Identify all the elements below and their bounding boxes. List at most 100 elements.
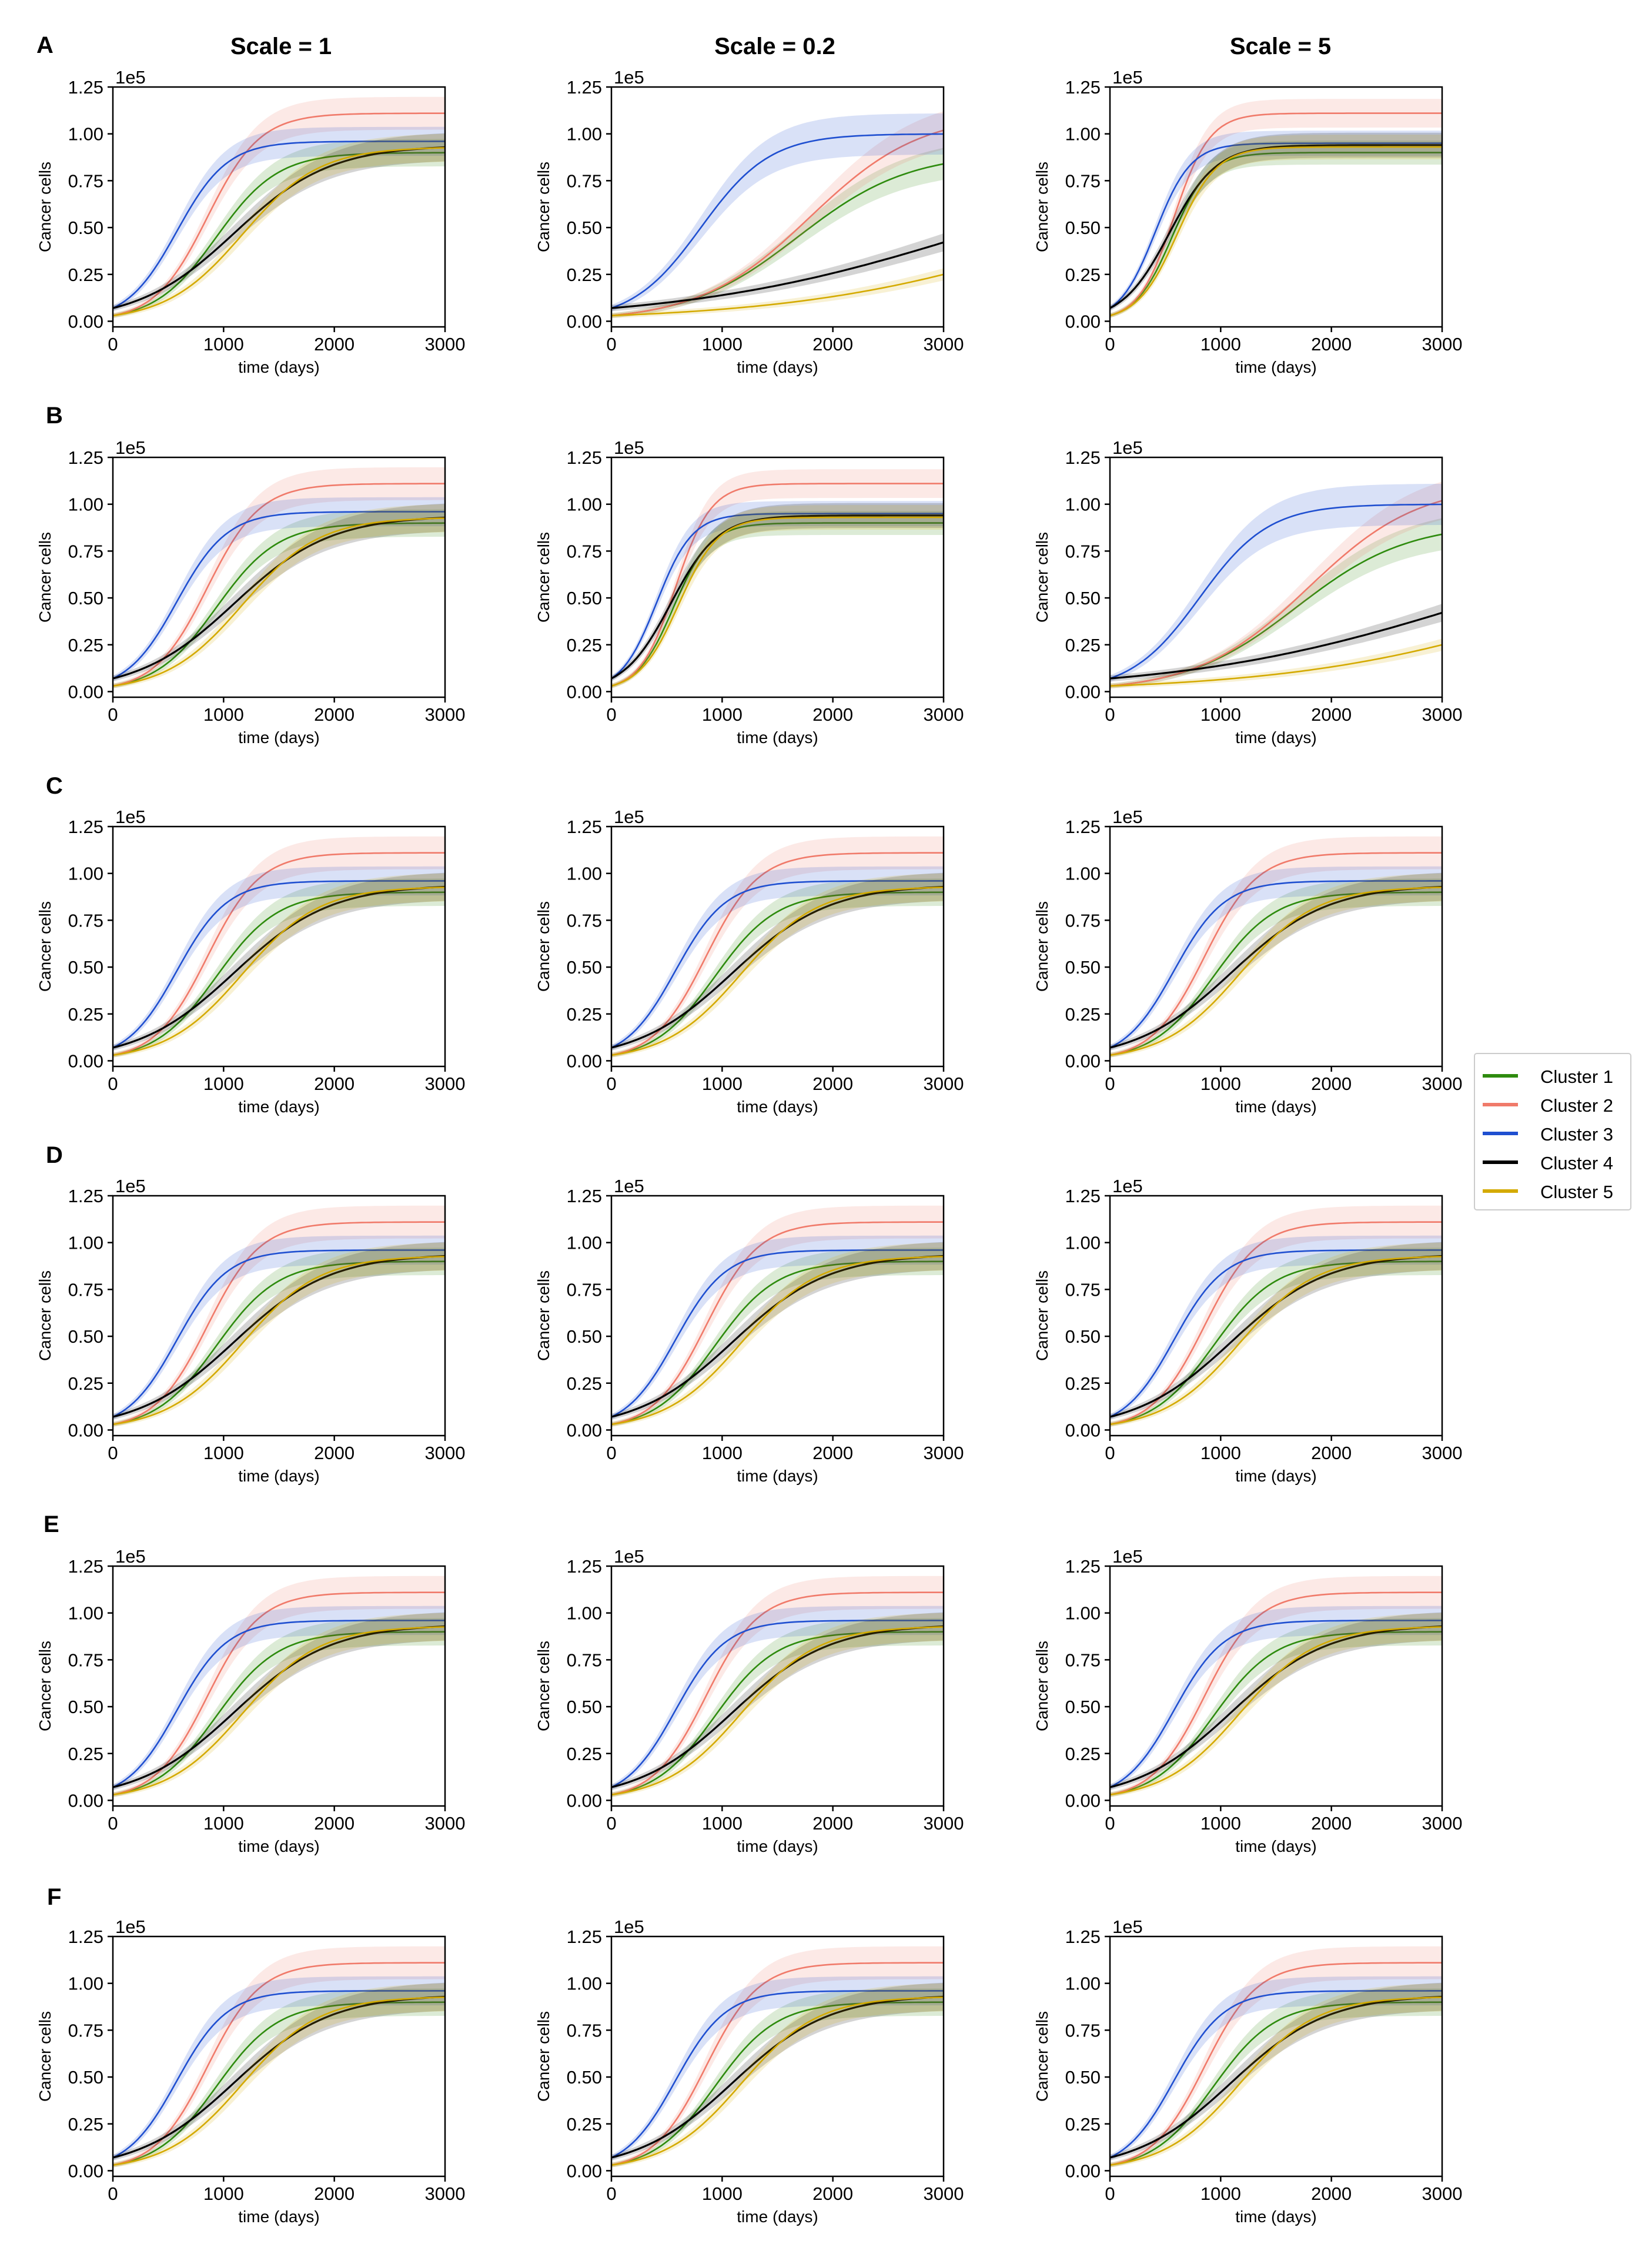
panel-a-3-line-cluster-3 bbox=[1110, 142, 1442, 309]
panel-c-2-line-cluster-2 bbox=[611, 852, 944, 1056]
panel-a-3-y-label: Cancer cells bbox=[1033, 162, 1051, 252]
panel-f-2-x-label: time (days) bbox=[737, 2208, 818, 2226]
panel-a-3-x-tick-label: 0 bbox=[1105, 334, 1115, 354]
panel-b-3-band-cluster-5 bbox=[1110, 638, 1442, 688]
panel-a-3-y-tick-label: 1.00 bbox=[1065, 124, 1101, 145]
panel-d-1-line-cluster-2 bbox=[113, 1221, 445, 1426]
panel-a-1-y-tick-label: 0.75 bbox=[68, 170, 103, 191]
panel-b-1-x-tick-label: 2000 bbox=[314, 704, 355, 725]
panel-d-3-y-tick-label: 0.75 bbox=[1065, 1279, 1101, 1300]
panel-b-2-y-offset: 1e5 bbox=[614, 437, 644, 458]
panel-f-3-band-cluster-1 bbox=[1110, 1988, 1442, 2168]
column-titles: Scale = 1 Scale = 0.2 Scale = 5 bbox=[230, 34, 1331, 59]
panel-f-1-y-tick-label: 1.25 bbox=[68, 1926, 103, 1947]
panel-b-3-frame bbox=[1109, 456, 1443, 698]
panel-a-2-line-cluster-5 bbox=[611, 273, 944, 317]
panel-b-2-y-tick-label: 0.75 bbox=[567, 541, 602, 561]
panel-f-1-x-tick-label: 2000 bbox=[314, 2183, 355, 2204]
panel-e-2-y-tick-label: 0.50 bbox=[567, 1697, 602, 1717]
panel-c-3-band-cluster-2 bbox=[1110, 836, 1442, 1058]
panel-f-2-band-cluster-5 bbox=[611, 1983, 944, 2168]
legend-label-cluster-2: Cluster 2 bbox=[1540, 1095, 1613, 1116]
panel-f-2-x-tick-label: 3000 bbox=[924, 2183, 964, 2204]
panel-e-1-y-offset: 1e5 bbox=[115, 1546, 146, 1567]
panel-c-2-line-cluster-1 bbox=[611, 891, 944, 1056]
panel-c-1-band-cluster-5 bbox=[113, 873, 445, 1058]
panel-e-1-y-tick-label: 0.00 bbox=[68, 1790, 103, 1811]
panel-a-1-y-tick-label: 0.00 bbox=[68, 311, 103, 332]
panel-b-3-plot-area bbox=[1110, 481, 1442, 688]
panel-f-3-x-tick-label: 3000 bbox=[1422, 2183, 1463, 2204]
panel-f-3-y-tick-label: 1.25 bbox=[1065, 1926, 1101, 1947]
panel-c-2-band-cluster-5 bbox=[611, 873, 944, 1058]
panel-e-3-y-label: Cancer cells bbox=[1033, 1641, 1051, 1731]
panel-c-1-y-offset: 1e5 bbox=[115, 807, 146, 827]
panel-a-1-y-label: Cancer cells bbox=[36, 162, 54, 252]
panel-d-2-x-tick-label: 3000 bbox=[924, 1443, 964, 1463]
panel-c-2-y-tick-label: 0.75 bbox=[567, 910, 602, 931]
panel-c-2-y-tick-label: 1.00 bbox=[567, 864, 602, 884]
panel-b-2-x-label: time (days) bbox=[737, 728, 818, 747]
panel-b-3-x-label: time (days) bbox=[1235, 728, 1316, 747]
panel-a-3-line-cluster-4 bbox=[1110, 144, 1442, 309]
panel-a-3-x-tick-label: 3000 bbox=[1422, 334, 1463, 354]
panel-a-3-y-offset: 1e5 bbox=[1112, 67, 1143, 88]
panel-d-3-y-tick-label: 0.50 bbox=[1065, 1326, 1101, 1347]
panel-b-3: 0 1000 2000 3000 0.00 0.25 0.50 0.75 1.00 1.25 1e5… bbox=[1033, 437, 1462, 747]
panel-c-1: 0 1000 2000 3000 0.00 0.25 0.50 0.75 1.00 1.25 1e5… bbox=[36, 807, 465, 1116]
panel-e-1-plot-area bbox=[113, 1576, 445, 1797]
panel-f-1-line-cluster-2 bbox=[113, 1962, 445, 2166]
panel-e-1-band-cluster-1 bbox=[113, 1618, 445, 1797]
panel-d-3-line-cluster-1 bbox=[1110, 1260, 1442, 1426]
panel-f-3: 0 1000 2000 3000 0.00 0.25 0.50 0.75 1.00 1.25 1e5… bbox=[1033, 1917, 1462, 2226]
panel-f-2-y-tick-label: 0.00 bbox=[567, 2160, 602, 2181]
panel-a-1-line-cluster-5 bbox=[113, 147, 445, 317]
panel-b-1-band-cluster-2 bbox=[113, 467, 445, 688]
panel-e-1-y-label: Cancer cells bbox=[36, 1641, 54, 1731]
panel-c-3-x-tick-label: 1000 bbox=[1200, 1073, 1241, 1094]
panel-c-2-y-tick-label: 0.50 bbox=[567, 957, 602, 978]
panel-e-1-y-tick-label: 1.25 bbox=[68, 1556, 103, 1577]
panel-b-2-y-tick-label: 0.25 bbox=[567, 635, 602, 655]
panel-b-2-line-cluster-1 bbox=[611, 522, 944, 687]
panel-a-1-band-cluster-2 bbox=[113, 96, 445, 318]
panel-b-3-y-tick-label: 0.00 bbox=[1065, 681, 1101, 702]
panel-d-3-line-cluster-2 bbox=[1110, 1221, 1442, 1426]
panel-c-1-line-cluster-5 bbox=[113, 887, 445, 1056]
panel-c-3-plot-area bbox=[1110, 836, 1442, 1058]
panel-a-2-frame bbox=[610, 86, 945, 328]
panel-b-1-line-cluster-2 bbox=[113, 483, 445, 687]
panel-e-2-y-tick-label: 1.25 bbox=[567, 1556, 602, 1577]
panel-b-1-y-tick-label: 0.75 bbox=[68, 541, 103, 561]
panel-d-1-line-cluster-3 bbox=[113, 1249, 445, 1418]
panel-c-3-y-label: Cancer cells bbox=[1033, 901, 1051, 992]
legend: Cluster 1 Cluster 2 Cluster 3 Cluster 4 … bbox=[1474, 1053, 1631, 1210]
panel-c-3-y-tick-label: 1.25 bbox=[1065, 817, 1101, 837]
panel-d-3-band-cluster-2 bbox=[1110, 1205, 1442, 1427]
panel-a-2-line-cluster-3 bbox=[611, 133, 944, 309]
panel-f-2-plot-area bbox=[611, 1946, 944, 2168]
panel-d-1-x-tick-label: 1000 bbox=[203, 1443, 244, 1463]
panel-f-3-frame bbox=[1109, 1935, 1443, 2178]
panel-a-2-x-tick-label: 3000 bbox=[924, 334, 964, 354]
panel-c-1-x-tick-label: 3000 bbox=[425, 1073, 466, 1094]
panel-d-1-y-tick-label: 0.50 bbox=[68, 1326, 103, 1347]
panel-f-3-line-cluster-5 bbox=[1110, 1996, 1442, 2166]
panel-a-2-y-label: Cancer cells bbox=[534, 162, 553, 252]
panel-f-3-x-tick-label: 0 bbox=[1105, 2183, 1115, 2204]
panel-e-1: 0 1000 2000 3000 0.00 0.25 0.50 0.75 1.00 1.25 1e5… bbox=[36, 1546, 465, 1855]
panel-d-1-y-label: Cancer cells bbox=[36, 1270, 54, 1361]
panel-f-2-line-cluster-5 bbox=[611, 1996, 944, 2166]
panel-c-2-x-tick-label: 1000 bbox=[702, 1073, 743, 1094]
panel-f-3-plot-area bbox=[1110, 1946, 1442, 2168]
panel-b-2-y-label: Cancer cells bbox=[534, 532, 553, 623]
panel-a-3-y-tick-label: 0.00 bbox=[1065, 311, 1101, 332]
panel-e-3-line-cluster-2 bbox=[1110, 1591, 1442, 1796]
panel-e-1-x-label: time (days) bbox=[238, 1837, 319, 1855]
panel-c-1-line-cluster-3 bbox=[113, 880, 445, 1049]
row-label-e: E bbox=[44, 1511, 59, 1537]
panel-c-3-y-tick-label: 1.00 bbox=[1065, 864, 1101, 884]
panel-e-2-x-label: time (days) bbox=[737, 1837, 818, 1855]
panel-d-3-x-tick-label: 2000 bbox=[1311, 1443, 1352, 1463]
